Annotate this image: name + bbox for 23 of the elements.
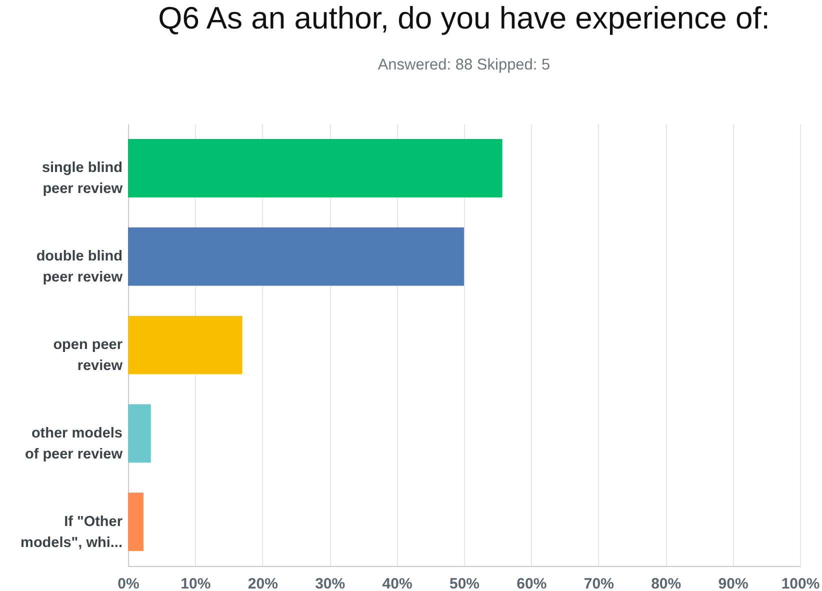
x-tick-label: 50% [449, 576, 480, 591]
bar [128, 492, 144, 551]
x-tick-label: 30% [315, 576, 346, 591]
x-tick-label: 60% [516, 576, 547, 591]
x-tick-label: 20% [248, 576, 278, 591]
y-tick-label: double blind peer review [36, 248, 124, 286]
y-tick-label: If "Other models", whi... [20, 514, 123, 551]
y-tick-label: other models of peer review [24, 425, 124, 462]
x-tick-label: 90% [718, 576, 748, 591]
bar [128, 227, 464, 286]
y-tick-label: open peer review [53, 337, 124, 374]
x-tick-label: 70% [584, 576, 614, 591]
x-tick-label: 10% [180, 576, 211, 591]
chart-subtitle: Answered: 88 Skipped: 5 [378, 56, 550, 74]
bar [128, 316, 242, 374]
x-tick-label: 100% [781, 576, 820, 591]
bar [128, 139, 502, 198]
y-tick-label: single blind peer review [42, 160, 124, 198]
x-tick-label: 0% [118, 576, 140, 591]
bar [128, 404, 151, 463]
chart-title: Q6 As an author, do you have experience of: [158, 0, 770, 36]
x-tick-label: 40% [382, 576, 412, 591]
x-tick-label: 80% [651, 576, 682, 591]
